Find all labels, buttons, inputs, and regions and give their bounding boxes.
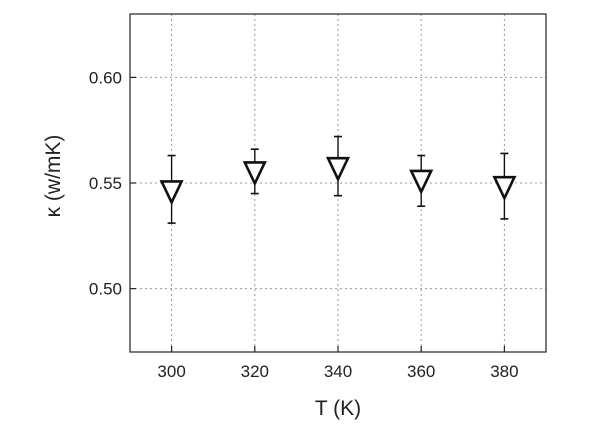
y-tick-label: 0.55: [89, 174, 122, 193]
x-axis-title: T (K): [315, 397, 361, 420]
data-point-marker: [159, 180, 184, 206]
x-tick-label: 380: [490, 362, 518, 381]
grid-lines: [130, 14, 546, 352]
x-tick-labels: 300 320 340 360 380: [157, 362, 518, 381]
y-tick-labels: 0.50 0.55 0.60: [89, 68, 122, 298]
data-point-marker: [242, 161, 267, 187]
y-tick-label: 0.50: [89, 280, 122, 299]
y-axis-title: κ (w/mK): [42, 135, 65, 218]
x-tick-label: 340: [324, 362, 352, 381]
data-points: [159, 156, 517, 206]
data-point-marker: [409, 169, 434, 195]
data-point-marker: [492, 175, 517, 202]
tick-marks: [130, 76, 505, 352]
data-point-marker: [325, 156, 351, 183]
x-tick-label: 360: [407, 362, 435, 381]
x-tick-label: 320: [241, 362, 269, 381]
x-tick-label: 300: [157, 362, 185, 381]
y-tick-label: 0.60: [89, 68, 122, 87]
